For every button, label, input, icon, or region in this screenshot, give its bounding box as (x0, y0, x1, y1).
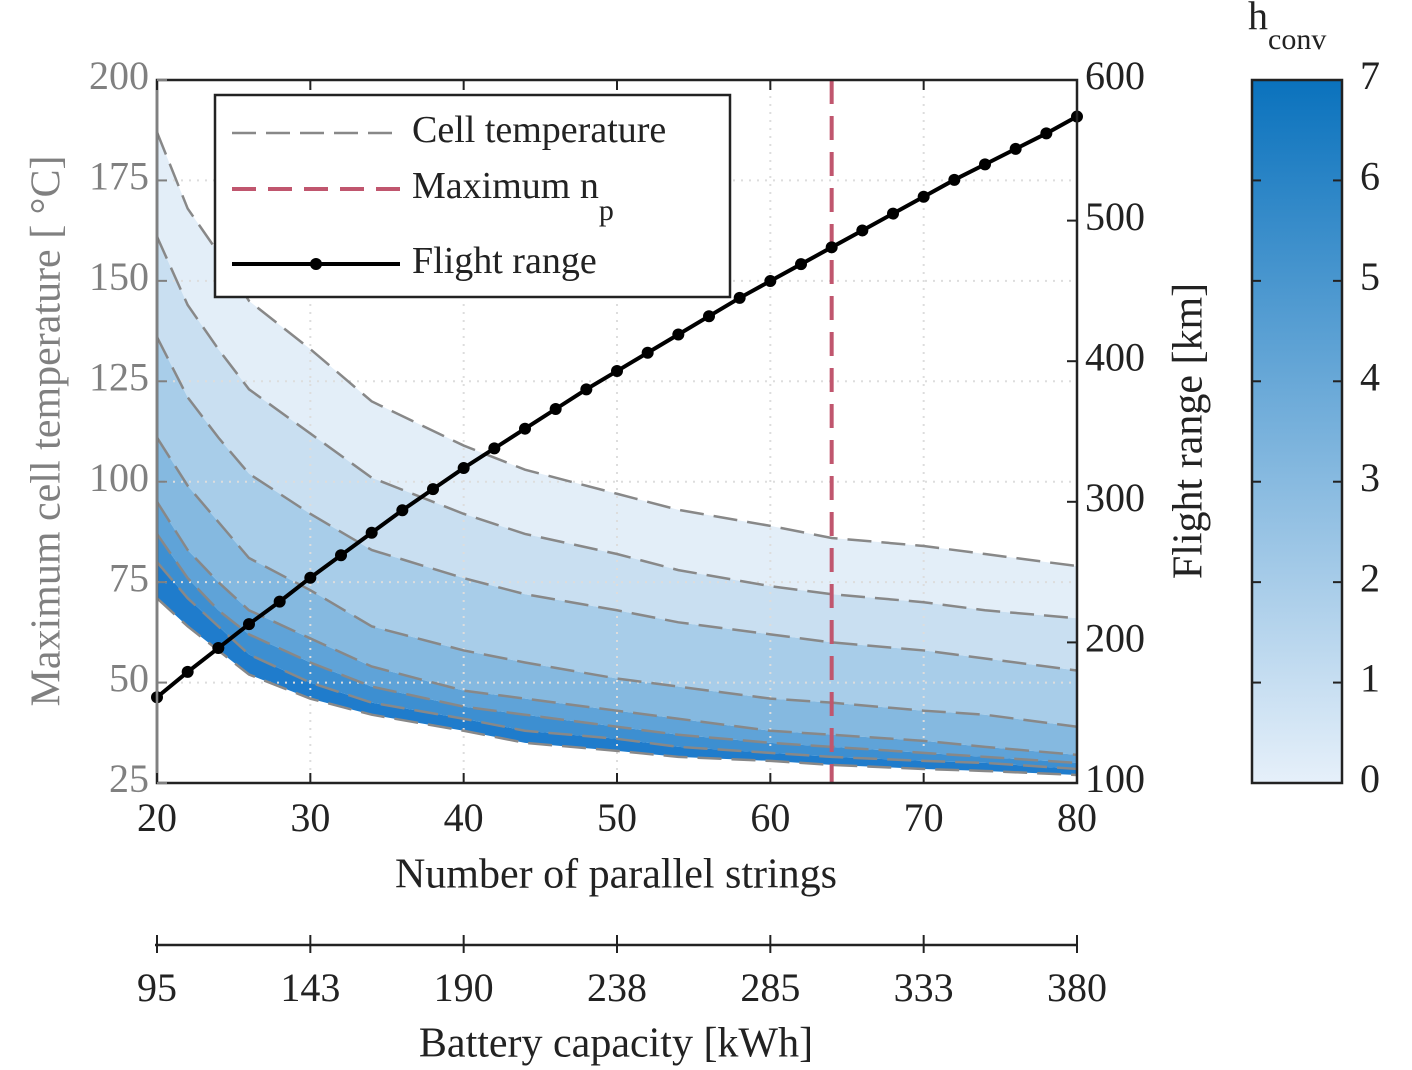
band (157, 437, 1077, 755)
x-tick-label: 80 (1057, 795, 1097, 840)
temperature-line (155, 236, 1078, 620)
legend-label: Flight range (412, 240, 597, 282)
temperature-line (155, 501, 1078, 757)
flight-range-marker (611, 365, 623, 378)
flight-range-marker (641, 346, 654, 359)
flight-range-marker (795, 258, 807, 271)
flight-range-marker (979, 158, 991, 171)
flight-range-marker (1040, 127, 1053, 140)
flight-range-marker (672, 328, 685, 341)
x-axis-label: Number of parallel strings (395, 852, 837, 898)
x2-tick-label: 333 (894, 965, 954, 1010)
y2-tick-label: 400 (1085, 334, 1145, 379)
colorbar-tick-label: 1 (1360, 656, 1380, 701)
y-tick-label: 175 (89, 154, 149, 199)
x2-tick-label: 238 (587, 965, 647, 1010)
y2-tick-label: 100 (1085, 756, 1145, 801)
flight-range-marker (580, 383, 593, 396)
flight-range-marker (243, 618, 255, 631)
colorbar-label: hconv (1248, 0, 1326, 56)
legend-label-main: Maximum n (412, 165, 599, 207)
flight-range-marker (304, 571, 317, 584)
flight-range-marker (764, 275, 777, 288)
flight-range-marker (273, 595, 286, 608)
y-tick-label: 125 (89, 354, 149, 399)
x-tick-label: 60 (750, 795, 790, 840)
y2-axis-label: Flight range [km] (1166, 283, 1212, 579)
legend-label: Maximum np (412, 165, 614, 227)
x2-tick-label: 190 (434, 965, 494, 1010)
flight-range-marker (365, 526, 378, 539)
axes: 20 30 40 50 60 70 80 25 50 75 100 125 150 175 200 100 20… (89, 53, 1145, 1010)
flight-range-marker (1009, 142, 1022, 155)
legend-swatch-marker (310, 258, 322, 270)
y-tick-label: 150 (89, 254, 149, 299)
flight-range-marker (212, 642, 225, 655)
x2-axis-label: Battery capacity [kWh] (419, 1021, 813, 1067)
x-tick-label: 40 (444, 795, 484, 840)
flight-range-marker (427, 483, 439, 496)
flight-range-marker (549, 403, 562, 416)
colorbar-tick-label: 5 (1360, 254, 1380, 299)
flight-range-marker (825, 241, 838, 254)
band (157, 236, 1077, 671)
y2-tick-label: 200 (1085, 616, 1145, 661)
colorbar-tick-label: 6 (1360, 154, 1380, 199)
temperature-line (155, 436, 1078, 728)
x-tick-label: 50 (597, 795, 637, 840)
flight-range-marker (948, 173, 961, 186)
flight-range-marker (335, 549, 347, 562)
flight-range-marker (887, 207, 899, 220)
lines (151, 80, 1083, 783)
flight-range-marker (488, 442, 501, 455)
y-tick-label: 200 (89, 53, 149, 98)
x-tick-label: 30 (290, 795, 330, 840)
colorbar-tick-label: 2 (1360, 555, 1380, 600)
colorbar-tick-label: 4 (1360, 354, 1380, 399)
y-tick-label: 50 (109, 656, 149, 701)
flight-range-marker (181, 665, 194, 678)
y-tick-label: 75 (109, 555, 149, 600)
legend-label: Cell temperature (412, 109, 666, 151)
flight-range-marker (703, 310, 715, 323)
x-tick-label: 70 (904, 795, 944, 840)
y-axis-label: Maximum cell temperature [ °C] (24, 156, 70, 707)
flight-range-marker (457, 462, 470, 475)
colorbar (1250, 78, 1344, 785)
y2-tick-label: 300 (1085, 475, 1145, 520)
y2-tick-label: 500 (1085, 194, 1145, 239)
y-tick-label: 25 (109, 756, 149, 801)
temperature-line (155, 533, 1078, 765)
temperature-line (156, 561, 1078, 771)
colorbar-label-main: h (1248, 0, 1268, 38)
legend-label-main: Flight range (412, 240, 597, 282)
flight-range-marker (519, 422, 531, 435)
colorbar-tick-label: 7 (1360, 53, 1380, 98)
colorbar-label-sub: conv (1268, 23, 1326, 56)
y2-tick-label: 600 (1085, 53, 1145, 98)
legend-label-sub: p (599, 194, 614, 227)
legend-label-main: Cell temperature (412, 109, 666, 151)
x2-tick-label: 285 (740, 965, 800, 1010)
x-tick-label: 20 (137, 795, 177, 840)
flight-range-marker (856, 224, 869, 237)
colorbar-tick-label: 0 (1360, 756, 1380, 801)
x2-tick-label: 143 (280, 965, 340, 1010)
colorbar-tick-label: 3 (1360, 455, 1380, 500)
x2-tick-label: 380 (1047, 965, 1107, 1010)
x2-tick-label: 95 (137, 965, 177, 1010)
flight-range-marker (733, 291, 746, 304)
flight-range-marker (917, 190, 930, 203)
flight-range-marker (396, 504, 409, 517)
y-tick-label: 100 (89, 455, 149, 500)
